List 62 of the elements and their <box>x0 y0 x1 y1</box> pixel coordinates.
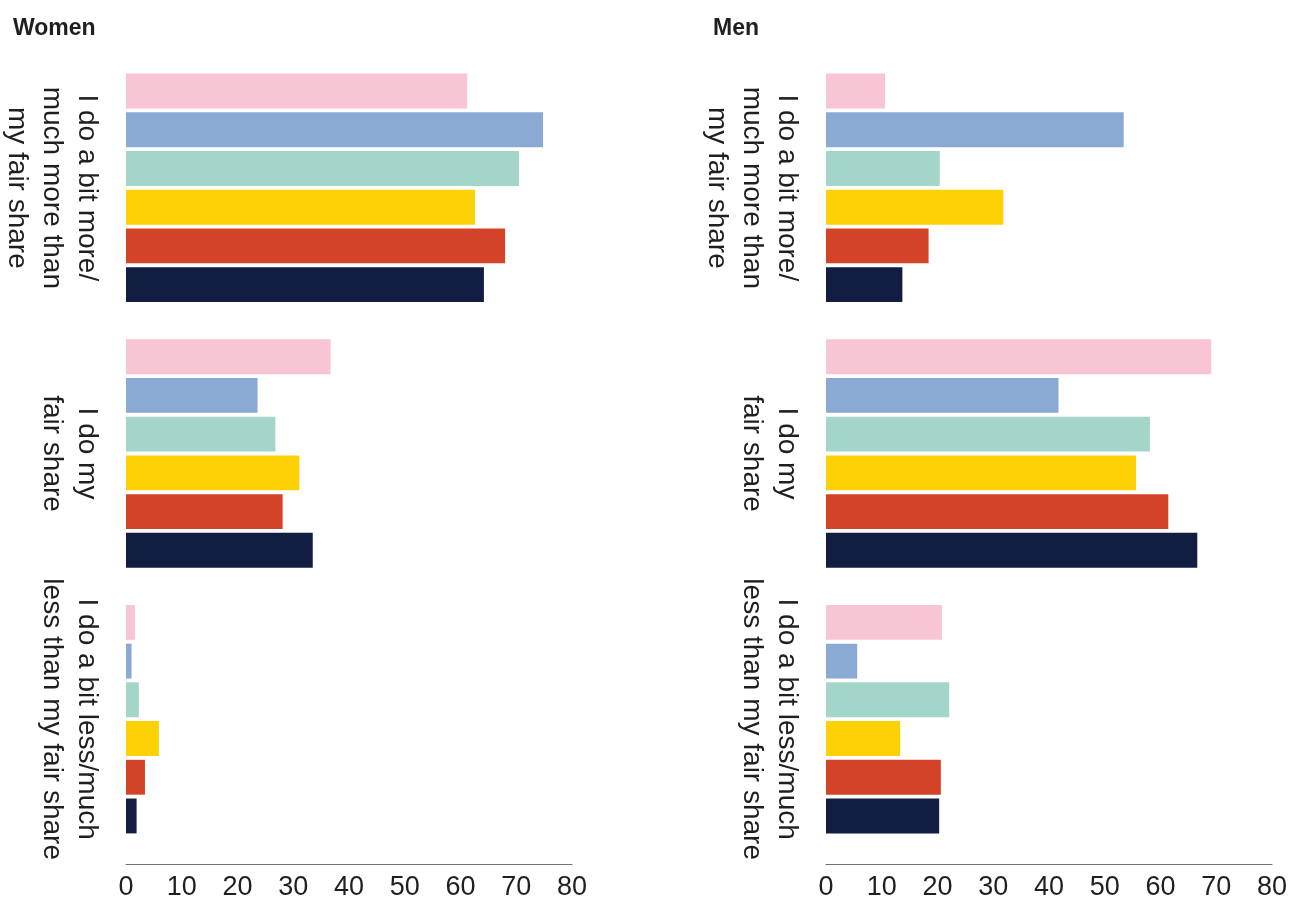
bar <box>826 189 1004 225</box>
bar <box>826 73 886 109</box>
x-tick-label: 20 <box>222 870 253 899</box>
bar <box>126 228 506 264</box>
x-tick-label: 0 <box>118 870 134 899</box>
y-tick-label: I do a bit less/much less than my fair share <box>738 578 804 860</box>
x-tick-label: 40 <box>1033 870 1065 899</box>
bar <box>826 416 1150 452</box>
y-tick-label: I do my fair share <box>738 395 804 512</box>
bar <box>126 798 137 834</box>
x-tick-label: 60 <box>1145 870 1176 899</box>
bar <box>826 759 941 795</box>
bar <box>826 339 1212 375</box>
bar <box>826 798 940 834</box>
bar <box>126 532 313 568</box>
bar <box>826 532 1198 568</box>
bar <box>826 151 940 186</box>
x-tick-label: 70 <box>1201 870 1232 899</box>
bar <box>826 682 950 718</box>
bar <box>126 189 475 225</box>
bar <box>126 416 276 452</box>
bar <box>126 604 135 640</box>
y-tick-label: I do a bit less/much less than my fair share <box>38 578 104 860</box>
x-tick-label: 10 <box>166 870 197 899</box>
x-tick-label: 70 <box>501 870 532 899</box>
bar <box>826 604 942 640</box>
x-tick-label: 50 <box>389 870 420 899</box>
chart-title: Women <box>13 13 96 40</box>
bar <box>826 228 929 264</box>
x-tick-label: 20 <box>922 870 953 899</box>
y-tick-label: I do a bit more/ much more than my fair share <box>703 86 804 289</box>
bar <box>126 682 139 718</box>
y-tick-label: I do a bit more/ much more than my fair share <box>3 86 104 289</box>
chart-title: Men <box>713 13 759 40</box>
bar <box>826 494 1169 530</box>
x-tick-label: 0 <box>818 870 834 899</box>
bar <box>826 267 903 303</box>
bar <box>126 267 484 303</box>
x-tick-label: 10 <box>866 870 897 899</box>
x-tick-label: 80 <box>556 870 588 899</box>
bar <box>826 112 1124 148</box>
x-tick-label: 30 <box>278 870 309 899</box>
x-tick-label: 60 <box>445 870 476 899</box>
x-tick-label: 40 <box>333 870 365 899</box>
bar <box>126 759 145 795</box>
x-tick-label: 50 <box>1089 870 1120 899</box>
bar <box>826 721 901 756</box>
bar <box>126 151 520 186</box>
bar <box>826 643 858 679</box>
bar <box>826 455 1136 491</box>
bar <box>126 721 159 756</box>
bar <box>826 377 1059 413</box>
bar <box>126 339 331 375</box>
y-tick-label: I do my fair share <box>38 395 104 512</box>
bar <box>126 112 544 148</box>
bar <box>126 455 300 491</box>
x-tick-label: 80 <box>1256 870 1288 899</box>
bar <box>126 643 132 679</box>
bar <box>126 494 283 530</box>
bar <box>126 73 468 109</box>
x-tick-label: 30 <box>978 870 1009 899</box>
bar <box>126 377 258 413</box>
